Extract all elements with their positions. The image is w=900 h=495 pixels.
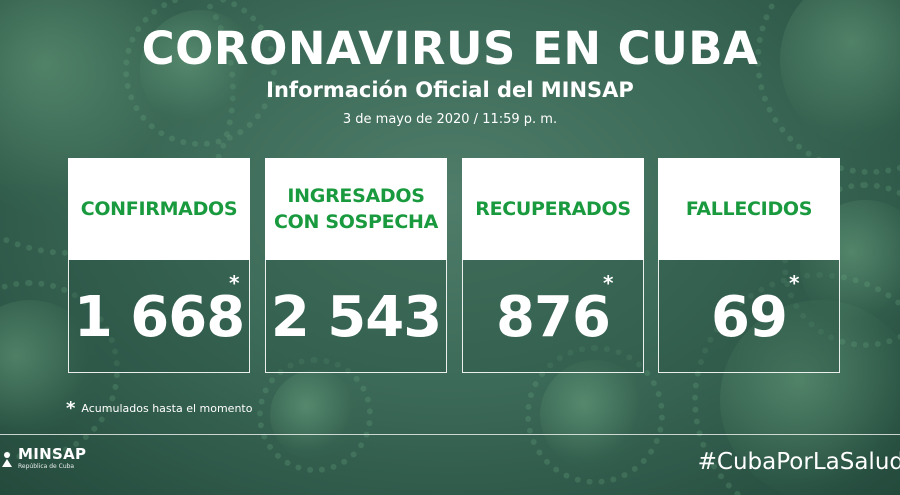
card-value: 2 543 <box>270 284 442 350</box>
asterisk-mark: * <box>789 271 800 295</box>
card-label-line: CON SOSPECHA <box>274 211 438 233</box>
card-fallecidos: FALLECIDOS 69 * <box>658 158 840 373</box>
footnote: * Acumulados hasta el momento <box>66 398 253 419</box>
virus-decoration <box>123 0 277 147</box>
virus-decoration <box>524 344 666 486</box>
header: CORONAVIRUS EN CUBA Información Oficial … <box>0 22 900 130</box>
asterisk-mark: * <box>603 271 614 295</box>
card-label-box: CONFIRMADOS <box>68 158 250 260</box>
card-label-box: RECUPERADOS <box>462 158 644 260</box>
asterisk-mark: * <box>229 271 240 295</box>
footnote-text: Acumulados hasta el momento <box>81 402 253 415</box>
virus-decoration <box>0 280 120 460</box>
card-label-line: INGRESADOS <box>287 185 425 207</box>
card-label: CONFIRMADOS <box>80 198 238 220</box>
page-subtitle: Información Oficial del MINSAP <box>266 78 634 102</box>
logo-subtitle: República de Cuba <box>18 463 75 470</box>
report-date: 3 de mayo de 2020 / 11:59 p. m. <box>342 112 558 127</box>
hashtag: #CubaPorLaSalud <box>697 449 900 475</box>
virus-decoration <box>257 357 373 473</box>
card-label: INGRESADOS CON SOSPECHA <box>274 183 438 235</box>
logo-name: MINSAP <box>18 445 87 463</box>
virus-decoration <box>692 272 900 495</box>
card-label: RECUPERADOS <box>475 198 631 220</box>
card-recuperados: RECUPERADOS 876 * <box>462 158 644 373</box>
card-ingresados: INGRESADOS CON SOSPECHA 2 543 <box>265 158 447 373</box>
minsap-emblem-icon <box>2 451 12 467</box>
card-label-box: INGRESADOS CON SOSPECHA <box>265 158 447 260</box>
card-value: 1 668 <box>73 284 245 350</box>
footer-divider <box>0 434 900 435</box>
footnote-asterisk: * <box>66 398 76 419</box>
card-label: FALLECIDOS <box>685 198 813 220</box>
minsap-logo: MINSAP República de Cuba <box>0 446 86 471</box>
virus-decoration <box>754 0 900 176</box>
card-value: 69 <box>711 284 788 350</box>
card-label-box: FALLECIDOS <box>658 158 840 260</box>
card-value: 876 <box>496 284 611 350</box>
card-confirmados: CONFIRMADOS 1 668 * <box>68 158 250 373</box>
page-title: CORONAVIRUS EN CUBA <box>141 22 759 75</box>
